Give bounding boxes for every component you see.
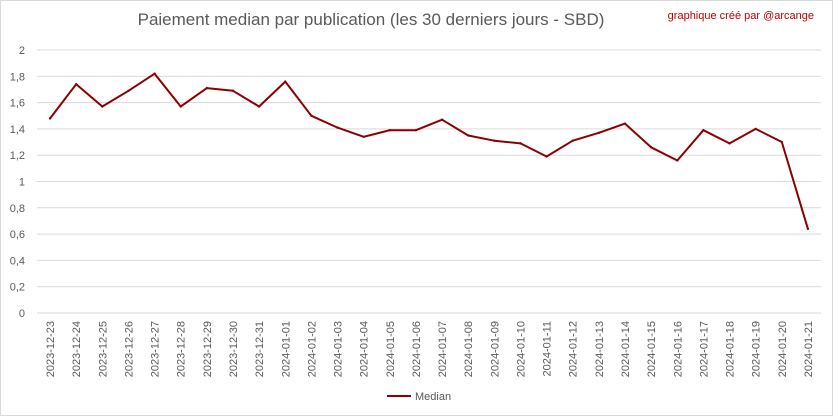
x-tick-label: 2024-01-16	[672, 321, 684, 377]
x-tick-label: 2023-12-30	[228, 321, 240, 377]
y-tick-label: 0,4	[10, 255, 25, 267]
data-point	[780, 140, 783, 144]
x-tick-label: 2024-01-01	[280, 321, 292, 377]
x-tick-label: 2024-01-20	[777, 321, 789, 377]
data-point	[571, 139, 574, 142]
x-tick-label: 2024-01-09	[489, 321, 501, 377]
x-tick-label: 2023-12-23	[45, 321, 57, 377]
y-tick-label: 0	[19, 308, 25, 320]
x-tick-label: 2024-01-15	[646, 321, 658, 377]
x-tick-label: 2023-12-26	[123, 321, 135, 377]
data-point	[101, 105, 104, 108]
data-point	[676, 159, 679, 162]
data-point	[467, 134, 470, 137]
x-tick-label: 2024-01-14	[620, 321, 632, 377]
x-tick-label: 2024-01-13	[594, 321, 606, 377]
data-point	[728, 142, 731, 145]
data-point	[806, 227, 810, 231]
chart-title: Paiement median par publication (les 30 …	[137, 10, 605, 29]
data-point	[414, 129, 418, 132]
data-point	[388, 129, 391, 132]
data-point	[179, 105, 182, 108]
data-point	[257, 105, 261, 108]
x-tick-label: 2024-01-05	[385, 321, 397, 377]
data-point	[127, 89, 130, 92]
data-point	[336, 126, 339, 129]
x-tick-label: 2024-01-21	[803, 321, 815, 377]
y-tick-label: 0,8	[10, 203, 25, 215]
data-point	[754, 127, 757, 131]
x-tick-label: 2024-01-08	[463, 321, 475, 377]
x-tick-label: 2024-01-19	[751, 321, 763, 377]
y-tick-label: 0,2	[10, 282, 25, 294]
data-point	[231, 89, 235, 92]
x-tick-label: 2023-12-31	[254, 321, 266, 377]
data-point	[493, 139, 496, 142]
data-point	[702, 129, 705, 132]
x-tick-label: 2024-01-12	[568, 321, 580, 377]
data-point	[153, 72, 156, 75]
y-tick-label: 1,4	[10, 124, 25, 136]
data-point	[649, 146, 653, 149]
legend-label: Median	[415, 391, 451, 403]
x-tick-label: 2024-01-10	[515, 321, 527, 377]
x-tick-label: 2023-12-24	[71, 321, 83, 377]
x-tick-label: 2024-01-03	[333, 321, 345, 377]
x-tick-label: 2023-12-25	[97, 321, 109, 377]
y-tick-label: 1,2	[10, 150, 25, 162]
y-tick-label: 1	[19, 177, 25, 189]
x-tick-label: 2023-12-27	[150, 321, 162, 377]
x-tick-label: 2024-01-07	[437, 321, 449, 377]
x-tick-label: 2024-01-17	[698, 321, 710, 377]
x-tick-label: 2024-01-18	[725, 321, 737, 377]
x-tick-label: 2024-01-04	[359, 321, 371, 377]
data-point	[440, 118, 444, 121]
y-tick-label: 1,8	[10, 71, 25, 83]
chart-credit: graphique créé par @arcange	[667, 10, 814, 22]
data-point	[362, 135, 365, 138]
data-point	[545, 155, 548, 158]
data-point	[205, 86, 209, 90]
y-tick-label: 2	[19, 45, 25, 57]
data-point	[75, 82, 78, 86]
data-point	[48, 117, 52, 120]
x-tick-label: 2024-01-06	[411, 321, 423, 377]
data-point	[519, 142, 522, 145]
y-tick-label: 0,6	[10, 229, 25, 241]
data-point	[284, 80, 287, 83]
data-point	[623, 122, 627, 125]
data-point	[597, 131, 601, 135]
data-point	[310, 114, 313, 117]
x-tick-label: 2023-12-29	[202, 321, 214, 377]
x-tick-label: 2024-01-02	[306, 321, 318, 377]
x-tick-label: 2024-01-11	[542, 321, 554, 376]
y-tick-label: 1,6	[10, 98, 25, 110]
series-line-median	[49, 72, 809, 230]
x-tick-label: 2023-12-28	[176, 321, 188, 377]
